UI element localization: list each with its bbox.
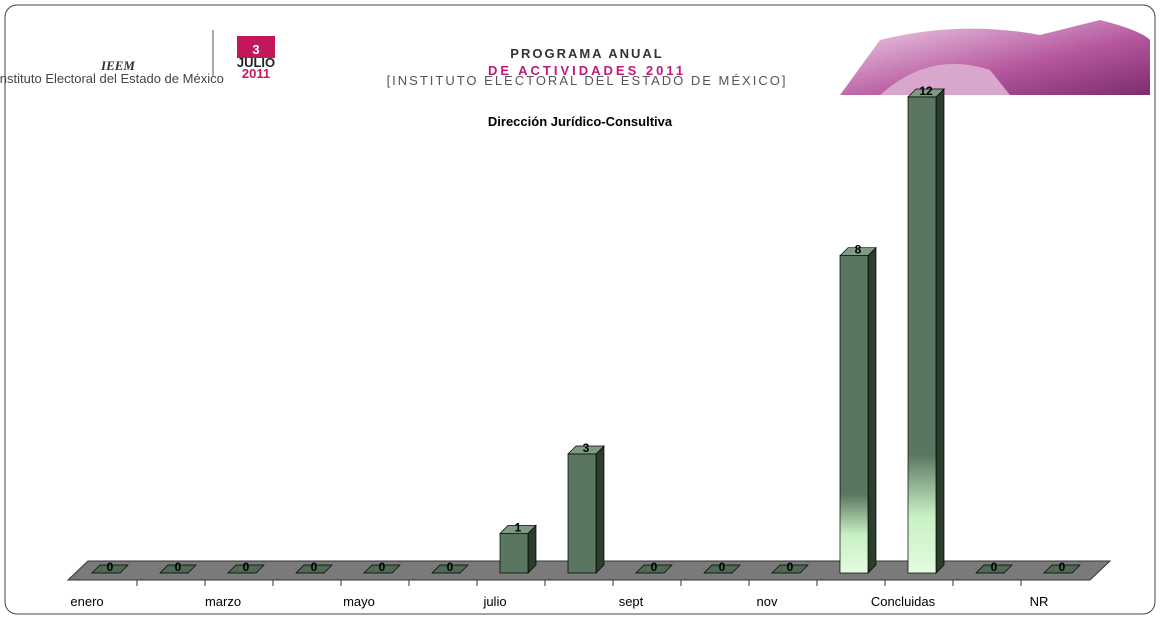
logo-caption: Instituto Electoral del Estado de México: [0, 71, 224, 86]
x-tick-label: mayo: [343, 594, 375, 609]
institute: [INSTITUTO ELECTORAL DEL ESTADO DE MÉXIC…: [387, 73, 788, 88]
value-label: 0: [175, 560, 182, 574]
header: IEEM Instituto Electoral del Estado de M…: [0, 20, 1150, 95]
bar: [703, 564, 741, 574]
program-title: PROGRAMA ANUAL: [510, 46, 663, 61]
bar-side: [935, 88, 945, 574]
value-label: 0: [991, 560, 998, 574]
x-tick-label: NR: [1030, 594, 1049, 609]
program-subtitle: DE ACTIVIDADES 2011: [488, 63, 686, 78]
value-label: 0: [787, 560, 794, 574]
bar: [975, 564, 1013, 574]
bar: [227, 564, 265, 574]
date-day: 3: [252, 42, 259, 57]
value-label: 0: [107, 560, 114, 574]
x-tick-label: Concluidas: [871, 594, 936, 609]
value-label: 8: [855, 243, 862, 257]
bar-side: [595, 445, 605, 574]
x-tick-label: julio: [482, 594, 506, 609]
value-label: 3: [583, 441, 590, 455]
date-year: 2011: [242, 66, 270, 81]
value-label: 0: [651, 560, 658, 574]
date-month: JULIO: [237, 55, 275, 70]
bar: [295, 564, 333, 574]
bar: [431, 564, 469, 574]
bar: [567, 453, 597, 574]
x-tick-label: enero: [70, 594, 103, 609]
chart-title: Dirección Jurídico-Consultiva: [488, 114, 673, 129]
x-tick-label: marzo: [205, 594, 241, 609]
value-label: 0: [1059, 560, 1066, 574]
bar: [1043, 564, 1081, 574]
value-label: 0: [719, 560, 726, 574]
value-label: 12: [919, 84, 933, 98]
header-graphic: [880, 63, 1010, 95]
value-label: 1: [515, 520, 522, 534]
date-box: [237, 36, 275, 58]
bar: [159, 564, 197, 574]
value-label: 0: [243, 560, 250, 574]
bar: [771, 564, 809, 574]
x-tick-label: sept: [619, 594, 644, 609]
bar: [363, 564, 401, 574]
x-tick-label: nov: [757, 594, 778, 609]
logo: IEEM: [100, 58, 135, 73]
value-label: 0: [447, 560, 454, 574]
bar: [907, 96, 937, 574]
bar-side: [867, 246, 877, 574]
value-label: 0: [311, 560, 318, 574]
bar: [499, 532, 529, 574]
bar: [91, 564, 129, 574]
bar: [635, 564, 673, 574]
bar: [839, 255, 869, 574]
value-label: 0: [379, 560, 386, 574]
